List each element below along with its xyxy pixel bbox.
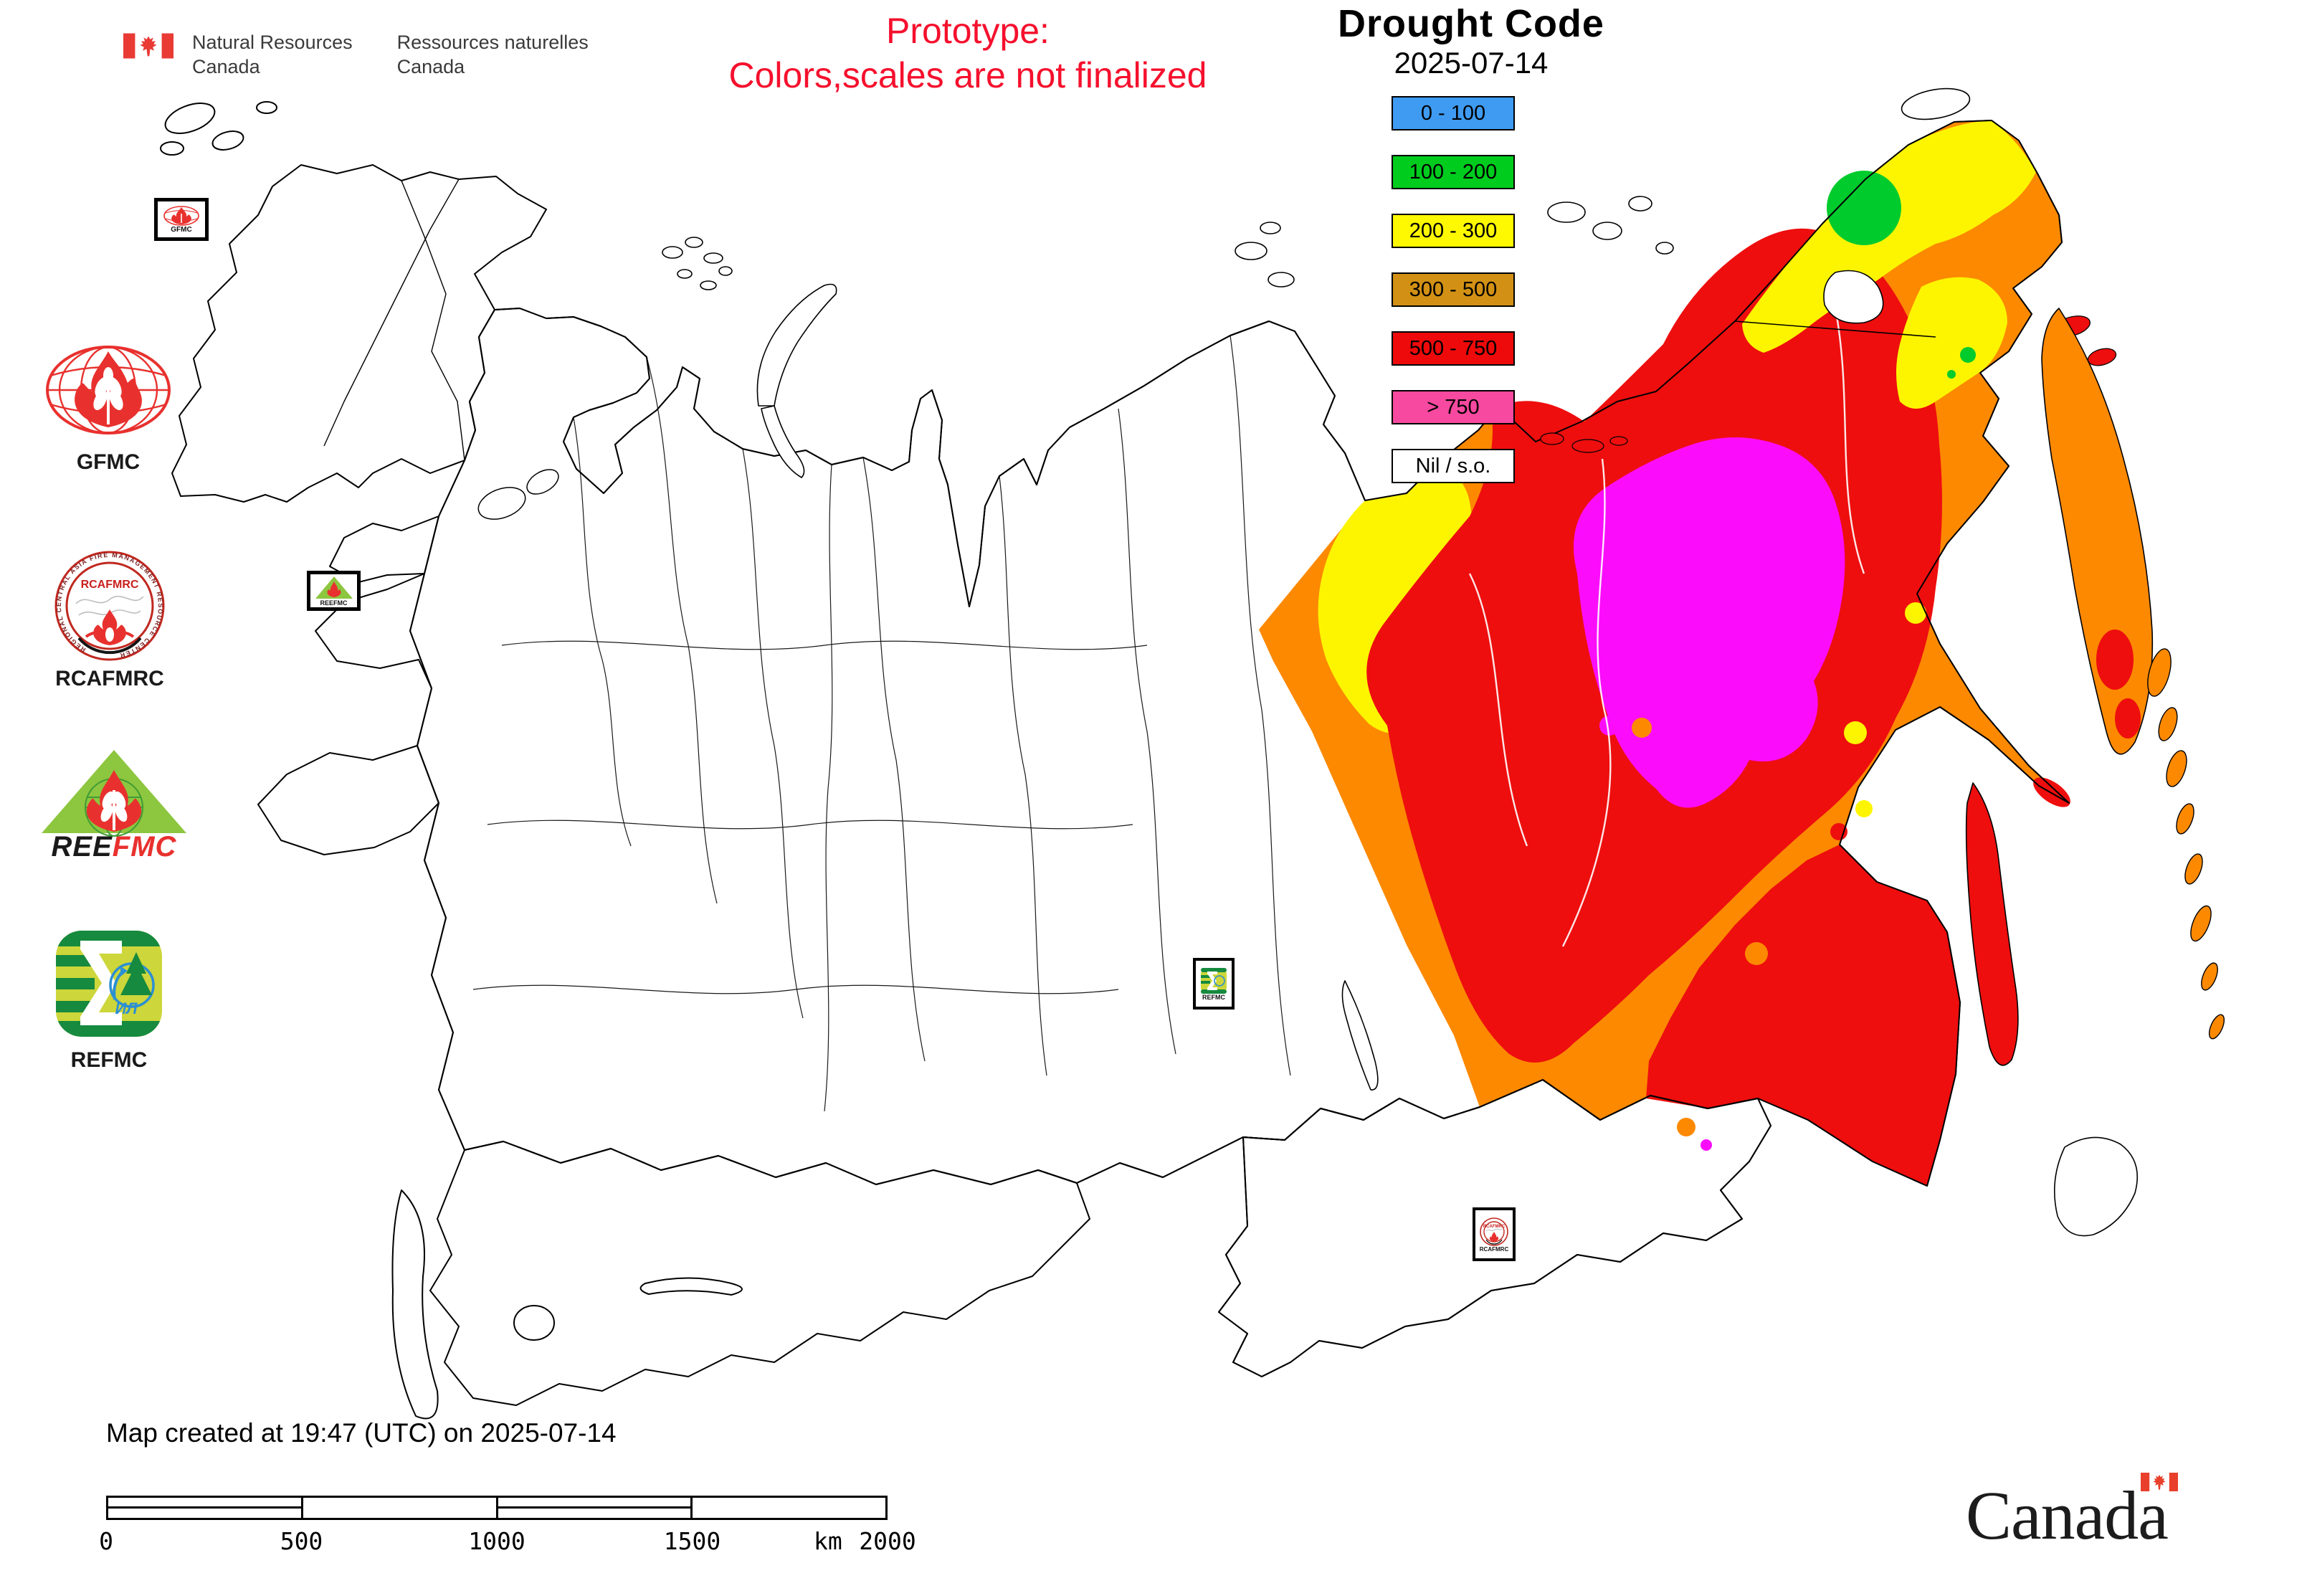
scale-tick-label: 0 <box>99 1527 113 1555</box>
prototype-line1: Prototype: <box>886 11 1050 51</box>
legend-item-label: 100 - 200 <box>1409 160 1498 184</box>
legend: 0 - 100 100 - 200 200 - 300 300 - 500 <box>1392 96 1515 508</box>
nrcan-name-en: Natural Resources Canada <box>192 32 353 77</box>
gfmc-logo: GFMC <box>44 343 172 475</box>
gfmc-globe-flame-icon <box>46 346 171 434</box>
gfmc-label: GFMC <box>76 450 141 474</box>
scale-segment <box>693 1498 885 1518</box>
legend-swatch: > 750 <box>1392 390 1515 424</box>
nrcan-name-fr: Ressources naturelles Canada <box>396 32 589 77</box>
rcafmrc-seal-icon: REGIONAL CENTRAL ASIA FIRE MANAGEMENT RE… <box>54 551 165 661</box>
refmc-label: REFMC <box>70 1048 148 1072</box>
wordmark-flag-icon <box>2140 1473 2178 1491</box>
prototype-warning: Prototype: Colors,scales are not finaliz… <box>674 9 1262 98</box>
svg-text:REEFMC: REEFMC <box>52 831 177 860</box>
legend-item-label: 300 - 500 <box>1409 277 1498 301</box>
rcafmrc-logo: REGIONAL CENTRAL ASIA FIRE MANAGEMENT RE… <box>53 549 166 693</box>
nrcan-signature: Natural Resources Canada Ressources natu… <box>123 30 589 79</box>
drought-layer <box>1259 120 2070 1186</box>
legend-swatch: Nil / s.o. <box>1392 449 1515 483</box>
legend-item: 0 - 100 <box>1392 96 1515 130</box>
svg-text:RCAFMRC: RCAFMRC <box>1483 1225 1506 1229</box>
svg-text:ИЛ: ИЛ <box>115 999 138 1017</box>
scale-segment <box>108 1498 303 1518</box>
legend-item-label: 200 - 300 <box>1409 219 1498 242</box>
scale-tick-label: 2000 <box>859 1527 916 1555</box>
reefmc-triangle-icon: REEFMC <box>42 750 186 863</box>
legend-item: > 750 <box>1392 390 1515 424</box>
canada-wordmark-text: Canada <box>1966 1477 2169 1554</box>
rcafmrc-mini-icon: RCAFMRC <box>1480 1217 1508 1246</box>
svg-text:RCAFMRC: RCAFMRC <box>81 579 139 591</box>
scale-bar-segments <box>106 1496 888 1520</box>
scale-bar: 0 500 1000 1500 2000 <box>99 1496 916 1574</box>
map-marker-gfmc: GFMC <box>154 198 209 241</box>
map-marker-reefmc: REEFMC <box>307 571 361 611</box>
legend-item: 300 - 500 <box>1392 272 1515 307</box>
scale-tick-label: 1500 <box>663 1527 721 1555</box>
legend-item: 500 - 750 <box>1392 331 1515 366</box>
admin-borders <box>472 335 1291 1112</box>
scale-tick-label: 1000 <box>468 1527 525 1555</box>
reefmc-mini-icon <box>315 576 353 599</box>
scale-segment <box>498 1498 693 1518</box>
legend-swatch: 0 - 100 <box>1392 96 1515 130</box>
legend-swatch: 200 - 300 <box>1392 214 1515 248</box>
map-marker-rcafmrc: RCAFMRC RCAFMRC <box>1473 1207 1516 1261</box>
legend-swatch: 100 - 200 <box>1392 155 1515 189</box>
rcafmrc-label: RCAFMRC <box>55 667 164 690</box>
refmc-sigma-icon: ИЛ <box>56 931 162 1037</box>
legend-swatch: 500 - 750 <box>1392 331 1515 366</box>
gfmc-mini-icon <box>163 206 199 226</box>
legend-title: Drought Code <box>1338 2 1604 45</box>
legend-item-label: > 750 <box>1427 395 1480 419</box>
canada-wordmark: Canada <box>1966 1473 2178 1555</box>
map-marker-refmc: REFMC <box>1193 958 1235 1010</box>
map-created-text: Map created at 19:47 (UTC) on 2025-07-14 <box>106 1418 617 1448</box>
scale-tick-label: 500 <box>280 1527 323 1555</box>
reefmc-logo: REEFMC <box>37 746 191 863</box>
legend-item: 100 - 200 <box>1392 155 1515 189</box>
border-overlay <box>409 120 2070 1377</box>
refmc-mini-icon <box>1201 967 1227 994</box>
legend-date: 2025-07-14 <box>1394 46 1549 80</box>
legend-item-label: Nil / s.o. <box>1415 454 1491 478</box>
scale-segment <box>303 1498 498 1518</box>
legend-item-label: 500 - 750 <box>1409 336 1498 360</box>
refmc-logo: ИЛ REFMC <box>52 926 166 1073</box>
canada-flag-icon <box>123 33 173 59</box>
scale-ticks: 0 500 1000 1500 2000 <box>99 1527 916 1556</box>
prototype-line2: Colors,scales are not finalized <box>728 55 1207 95</box>
legend-item: Nil / s.o. <box>1392 449 1515 483</box>
legend-item: 200 - 300 <box>1392 214 1515 248</box>
islands-layer <box>662 87 2225 1237</box>
scale-unit: km <box>814 1527 842 1555</box>
legend-item-label: 0 - 100 <box>1420 101 1486 125</box>
legend-swatch: 300 - 500 <box>1392 272 1515 307</box>
